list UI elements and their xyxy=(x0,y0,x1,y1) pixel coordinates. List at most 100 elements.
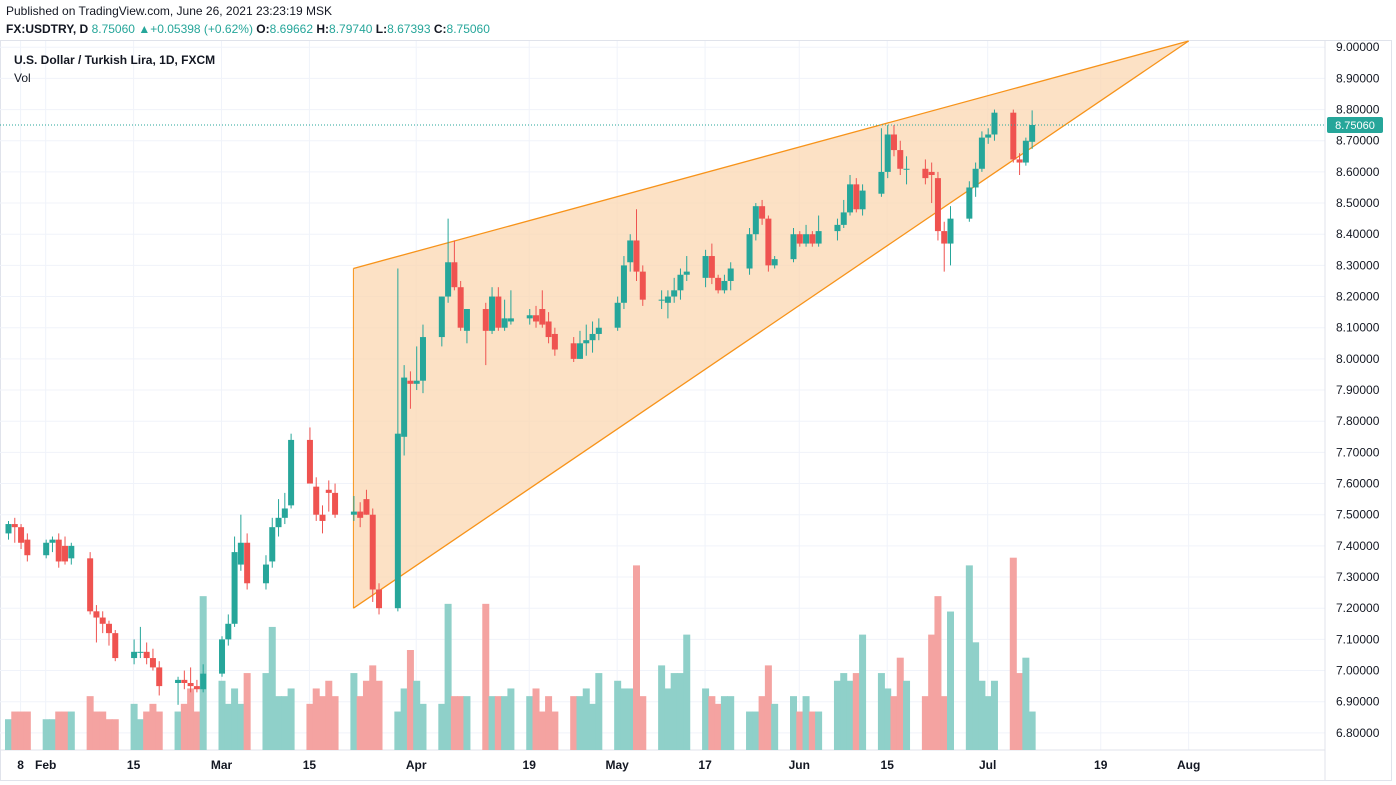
candle-body xyxy=(112,633,119,659)
candle-body xyxy=(489,296,496,331)
price-tick-label: 7.50000 xyxy=(1336,508,1380,522)
candle xyxy=(576,330,583,359)
volume-bar xyxy=(457,696,465,750)
volume-bar xyxy=(419,703,427,750)
volume-bar xyxy=(193,711,201,750)
high-label: H: xyxy=(316,22,330,36)
candle-body xyxy=(840,212,847,225)
candle-body xyxy=(790,234,797,260)
candle xyxy=(419,324,426,394)
candle-body xyxy=(878,171,885,194)
candle-body xyxy=(539,309,546,325)
candle xyxy=(922,159,929,185)
candle xyxy=(413,346,420,391)
volume-bar xyxy=(356,696,364,750)
candle-body xyxy=(708,256,715,278)
volume-bar xyxy=(620,688,628,750)
volume-bar xyxy=(833,680,841,750)
volume-bar xyxy=(268,626,276,750)
candle-body xyxy=(972,168,979,188)
volume-bars xyxy=(5,557,1036,750)
candle-body xyxy=(928,171,935,176)
candle-body xyxy=(231,552,238,624)
volume-bar xyxy=(771,703,779,750)
volume-bar xyxy=(727,696,735,750)
volume-bar xyxy=(42,719,50,750)
candle-body xyxy=(1022,140,1029,163)
up-arrow-icon: ▲ xyxy=(138,22,151,36)
candle-body xyxy=(394,433,401,609)
price-tick-label: 9.00000 xyxy=(1336,40,1380,54)
volume-bar xyxy=(1022,657,1030,750)
volume-bar xyxy=(61,711,69,750)
candle-body xyxy=(847,184,854,213)
candle-body xyxy=(934,178,941,232)
volume-bar xyxy=(231,688,239,750)
candle-body xyxy=(765,218,772,266)
candle-body xyxy=(5,524,12,534)
candle xyxy=(55,533,62,568)
candle xyxy=(765,215,772,272)
time-tick-label: 15 xyxy=(881,758,895,772)
volume-bar xyxy=(940,696,948,750)
volume-bar xyxy=(281,696,289,750)
volume-bar xyxy=(312,688,320,750)
open-value: 8.69662 xyxy=(269,22,314,36)
candle xyxy=(237,514,244,571)
candle-body xyxy=(62,545,69,562)
price-tick-label: 8.70000 xyxy=(1336,134,1380,148)
volume-bar xyxy=(934,596,942,750)
volume-bar xyxy=(400,688,408,750)
price-tick-label: 8.20000 xyxy=(1336,290,1380,304)
candle xyxy=(633,209,640,281)
candle xyxy=(49,536,56,553)
candle xyxy=(288,433,295,509)
volume-indicator-label: Vol xyxy=(14,71,31,85)
candle-body xyxy=(369,514,376,590)
candle xyxy=(771,256,778,269)
candle xyxy=(583,324,590,356)
volume-bar xyxy=(362,680,370,750)
volume-bar xyxy=(526,696,534,750)
price-tick-label: 7.20000 xyxy=(1336,601,1380,615)
candle xyxy=(539,290,546,328)
candle xyxy=(332,483,339,518)
candle-body xyxy=(633,240,640,272)
volume-bar xyxy=(1009,557,1017,750)
volume-bar xyxy=(1028,711,1036,750)
candle xyxy=(677,268,684,300)
volume-bar xyxy=(444,603,452,750)
chart-frame[interactable] xyxy=(0,40,1392,781)
volume-bar xyxy=(287,688,295,750)
candle-body xyxy=(68,545,75,559)
candle-body xyxy=(225,623,232,640)
volume-bar xyxy=(17,711,25,750)
candle-body xyxy=(306,439,313,484)
candle-body xyxy=(526,315,533,319)
volume-bar xyxy=(714,703,722,750)
candle-body xyxy=(319,514,326,521)
candle-body xyxy=(313,486,320,515)
candle-body xyxy=(583,340,590,344)
volume-bar xyxy=(576,696,584,750)
candle xyxy=(219,636,226,677)
candle-body xyxy=(376,589,383,609)
time-tick-label: 17 xyxy=(698,758,712,772)
candle-body xyxy=(746,234,753,269)
candle xyxy=(482,302,489,366)
candle xyxy=(702,249,709,288)
price-tick-label: 7.80000 xyxy=(1336,414,1380,428)
volume-bar xyxy=(538,711,546,750)
candle xyxy=(759,199,766,225)
candle-body xyxy=(401,377,408,437)
candle xyxy=(614,296,621,331)
candle xyxy=(350,496,357,521)
time-tick-label: 19 xyxy=(523,758,537,772)
candle-body xyxy=(727,268,734,281)
candle xyxy=(18,524,25,549)
volume-bar xyxy=(375,680,383,750)
volume-bar xyxy=(639,696,647,750)
candle-body xyxy=(350,511,357,515)
candle xyxy=(589,321,596,353)
